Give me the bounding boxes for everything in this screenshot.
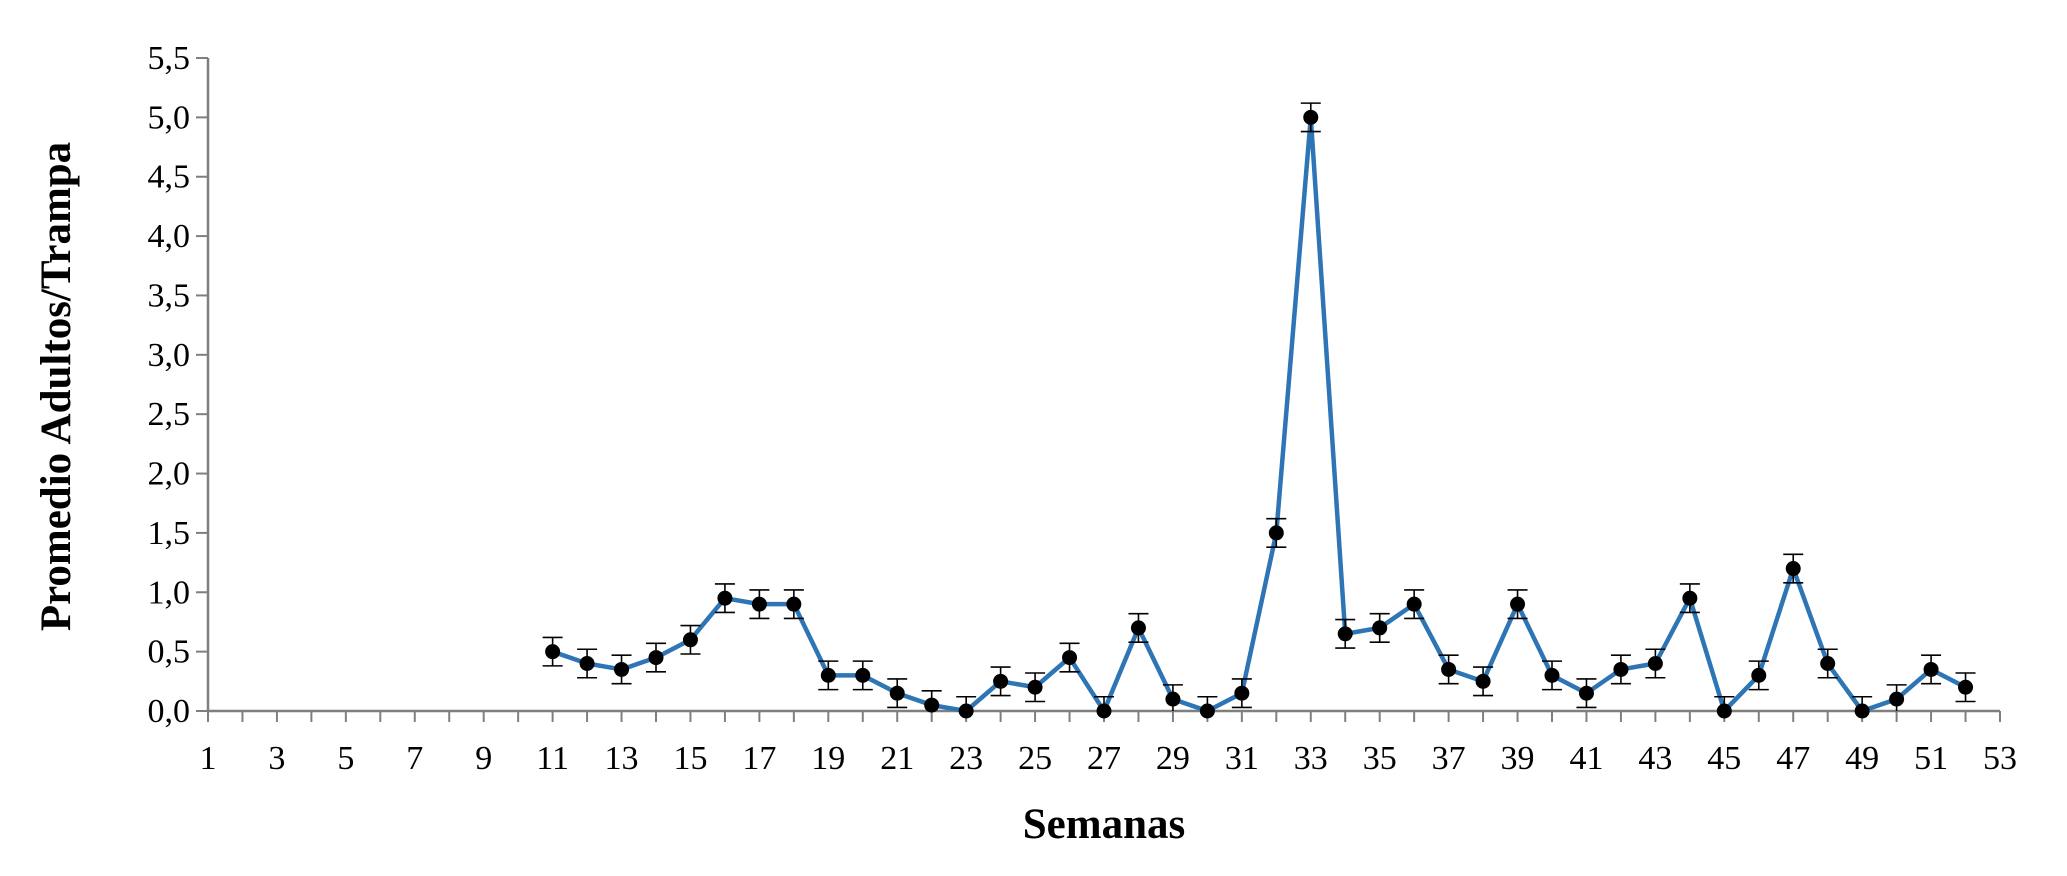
data-point	[614, 661, 630, 677]
data-point	[1751, 667, 1767, 683]
data-point	[1544, 667, 1560, 683]
data-point	[1337, 626, 1353, 642]
y-tick-label: 0,0	[148, 693, 191, 730]
x-tick-label: 3	[268, 740, 285, 777]
x-tick-label: 49	[1845, 740, 1879, 777]
x-tick-label: 25	[1018, 740, 1052, 777]
x-tick-label: 43	[1638, 740, 1672, 777]
x-tick-label: 15	[673, 740, 707, 777]
data-point	[1303, 109, 1319, 125]
data-point	[717, 590, 733, 606]
data-point	[1923, 661, 1939, 677]
x-tick-label: 33	[1294, 740, 1328, 777]
y-tick-label: 4,0	[148, 218, 191, 255]
data-point	[1820, 656, 1836, 672]
data-point	[1130, 620, 1146, 636]
data-point	[958, 703, 974, 719]
data-point	[648, 650, 664, 666]
y-tick-label: 4,5	[148, 159, 191, 196]
data-point	[1234, 685, 1250, 701]
y-tick-label: 2,0	[148, 456, 191, 493]
data-point	[1406, 596, 1422, 612]
x-tick-label: 1	[200, 740, 217, 777]
x-tick-label: 9	[475, 740, 492, 777]
y-tick-label: 5,0	[148, 99, 191, 136]
x-tick-label: 45	[1707, 740, 1741, 777]
data-point	[1268, 525, 1284, 541]
data-point	[1165, 691, 1181, 707]
data-point	[1613, 661, 1629, 677]
y-tick-label: 0,5	[148, 634, 191, 671]
x-tick-label: 7	[406, 740, 423, 777]
data-point	[1682, 590, 1698, 606]
data-point	[1889, 691, 1905, 707]
x-tick-label: 27	[1087, 740, 1121, 777]
y-axis-title: Promedio Adultos/Trampa	[33, 142, 80, 631]
data-point	[545, 644, 561, 660]
x-tick-label: 53	[1983, 740, 2017, 777]
x-ticks: 1 3 5 7 9 11 13 15 17 19 21 23 25 27 29 31 33 35 37 39 41 43 4…	[200, 711, 2017, 777]
x-tick-label: 51	[1914, 740, 1948, 777]
x-tick-label: 41	[1569, 740, 1603, 777]
x-tick-label: 35	[1363, 740, 1397, 777]
data-point	[1062, 650, 1078, 666]
data-point	[579, 656, 595, 672]
data-point	[1372, 620, 1388, 636]
data-point	[751, 596, 767, 612]
x-tick-label: 47	[1776, 740, 1810, 777]
data-point	[1958, 679, 1974, 695]
x-tick-label: 29	[1156, 740, 1190, 777]
x-tick-label: 19	[811, 740, 845, 777]
y-tick-label: 3,0	[148, 337, 191, 374]
x-tick-label: 23	[949, 740, 983, 777]
data-point	[820, 667, 836, 683]
data-point	[855, 667, 871, 683]
y-tick-label: 1,5	[148, 515, 191, 552]
x-tick-label: 5	[337, 740, 354, 777]
x-tick-label: 39	[1501, 740, 1535, 777]
series-line	[551, 115, 1967, 714]
data-point	[1441, 661, 1457, 677]
x-tick-label: 37	[1432, 740, 1466, 777]
x-tick-label: 21	[880, 740, 914, 777]
data-point	[1096, 703, 1112, 719]
data-point	[1647, 656, 1663, 672]
data-point	[682, 632, 698, 648]
x-axis-title: Semanas	[1023, 801, 1185, 848]
x-tick-label: 13	[605, 740, 639, 777]
x-tick-label: 17	[742, 740, 776, 777]
y-tick-label: 3,5	[148, 277, 191, 314]
data-point	[1027, 679, 1043, 695]
x-tick-label: 31	[1225, 740, 1259, 777]
data-point	[1854, 703, 1870, 719]
data-point	[1578, 685, 1594, 701]
data-point	[1510, 596, 1526, 612]
y-tick-label: 5,5	[148, 40, 191, 77]
data-point	[924, 697, 940, 713]
y-tick-label: 2,5	[148, 396, 191, 433]
series-layer	[542, 102, 1976, 719]
data-point	[1199, 703, 1215, 719]
data-point	[993, 673, 1009, 689]
data-point	[1785, 561, 1801, 577]
y-ticks: 0,0 0,5 1,0 1,5 2,0 2,5 3,0 3,5 4,0 4,5 5,0 5,5	[148, 40, 208, 730]
data-point	[786, 596, 802, 612]
data-point	[889, 685, 905, 701]
axes	[206, 58, 2000, 713]
data-point	[1475, 673, 1491, 689]
y-tick-label: 1,0	[148, 574, 191, 611]
x-tick-label: 11	[536, 740, 569, 777]
data-point	[1716, 703, 1732, 719]
